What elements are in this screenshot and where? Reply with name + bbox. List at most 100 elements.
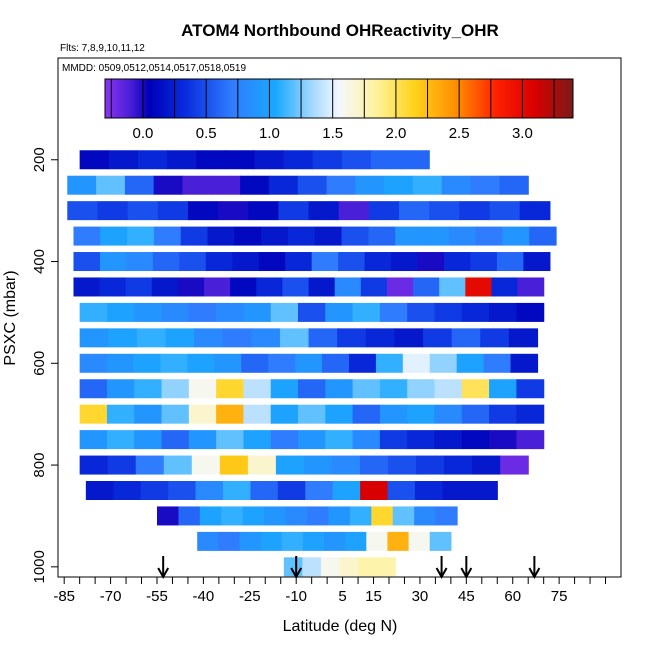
heatmap-cell [270, 379, 299, 399]
heatmap-cell [387, 531, 410, 551]
heatmap-cell [79, 379, 108, 399]
heatmap-cell [113, 481, 142, 500]
heatmap-cell [106, 379, 135, 399]
heatmap-cell [379, 379, 408, 399]
heatmap-cell [256, 277, 284, 297]
heatmap-cell [67, 175, 97, 195]
heatmap-cell [234, 226, 262, 246]
heatmap-cell [153, 175, 184, 195]
heatmap-cell [456, 353, 485, 373]
heatmap-cell [429, 531, 452, 551]
heatmap-cell [325, 404, 354, 424]
heatmap-cell [308, 201, 340, 221]
heatmap-cell [298, 379, 326, 399]
x-tick-label: -25 [239, 588, 261, 605]
heatmap-cell [136, 328, 167, 348]
heatmap-cell [127, 226, 155, 246]
heatmap-cell [134, 302, 163, 322]
x-tick-label: -55 [146, 588, 168, 605]
heatmap-cell [434, 404, 463, 424]
heatmap-cell [232, 252, 260, 272]
y-tick-label: 200 [31, 147, 48, 172]
heatmap-cell [516, 430, 545, 450]
heatmap-cell [352, 302, 381, 322]
heatmap-cell [167, 150, 197, 170]
heatmap-cell [416, 455, 445, 475]
heatmap-cell [239, 531, 262, 551]
heatmap-cell [338, 201, 370, 221]
heatmap-cell [510, 353, 539, 373]
heatmap-cell [516, 302, 545, 322]
heatmap-cell [79, 455, 109, 475]
y-axis-label: PSXC (mbar) [2, 270, 19, 365]
heatmap-cell [417, 252, 445, 272]
heatmap-cell [489, 379, 517, 399]
heatmap-cell [517, 277, 545, 297]
heatmap-cell [434, 302, 463, 322]
heatmap-cell [106, 302, 135, 322]
heatmap-cell [444, 455, 473, 475]
heatmap-cell [243, 379, 272, 399]
heatmap-cell [79, 328, 109, 348]
heatmap-cell [352, 430, 381, 450]
heatmap-cell [325, 430, 354, 450]
heatmap-cell [137, 150, 168, 170]
x-tick-label: 75 [551, 588, 568, 605]
heatmap-cell [207, 226, 235, 246]
y-tick-label: 400 [31, 249, 48, 274]
heatmap-cell [302, 557, 322, 577]
heatmap-cell [360, 277, 388, 297]
heatmap-cell [529, 226, 557, 246]
heatmap-cell [134, 430, 163, 450]
heatmap-cell [341, 226, 369, 246]
heatmap-cell [285, 252, 313, 272]
heatmap-cell [99, 252, 127, 272]
heatmap-cell [106, 353, 135, 373]
x-tick-label: 5 [338, 588, 346, 605]
colorbar-gradient [104, 78, 574, 119]
heatmap-cell [281, 531, 304, 551]
heatmap-cell [322, 353, 350, 373]
heatmap-cell [279, 328, 310, 348]
heatmap-cell [308, 277, 336, 297]
x-tick-label: -10 [285, 588, 307, 605]
colorbar-tick-label: 1.0 [259, 125, 280, 142]
heatmap-cell [307, 506, 330, 526]
x-tick-label: -40 [193, 588, 215, 605]
heatmap-cell [475, 226, 504, 246]
heatmap-cell [496, 252, 524, 272]
heatmap-cell [352, 379, 381, 399]
heatmap-cell [359, 455, 389, 475]
heatmap-cell [161, 404, 190, 424]
heatmap-cell [79, 404, 108, 424]
heatmap-cell [124, 175, 155, 195]
heatmap-cell [197, 531, 219, 551]
heatmap-cell [465, 277, 493, 297]
heatmap-cell [230, 277, 257, 297]
heatmap-cell [472, 455, 501, 475]
heatmap-cell [211, 175, 241, 195]
heatmap-cell [156, 506, 180, 526]
heatmap-cell [182, 175, 212, 195]
heatmap-cell [108, 150, 139, 170]
heatmap-cell [441, 175, 472, 195]
heatmap-cell [407, 379, 436, 399]
heatmap-cell [187, 353, 215, 373]
heatmap-cell [325, 302, 354, 322]
heatmap-cell [180, 226, 209, 246]
heatmap-cell [388, 455, 417, 475]
heatmap-cell [247, 455, 277, 475]
heatmap-cell [302, 531, 325, 551]
heatmap-cell [461, 430, 490, 450]
heatmap-cell [391, 252, 419, 272]
heatmap-cell [334, 277, 362, 297]
heatmap-cell [221, 506, 244, 526]
heatmap-cell [106, 404, 135, 424]
heatmap-cell [243, 430, 272, 450]
heatmap-cell [448, 226, 477, 246]
heatmap-cell [295, 353, 323, 373]
heatmap-cell [400, 150, 430, 170]
heatmap-cell [126, 252, 154, 272]
heatmap-cell [480, 328, 510, 348]
